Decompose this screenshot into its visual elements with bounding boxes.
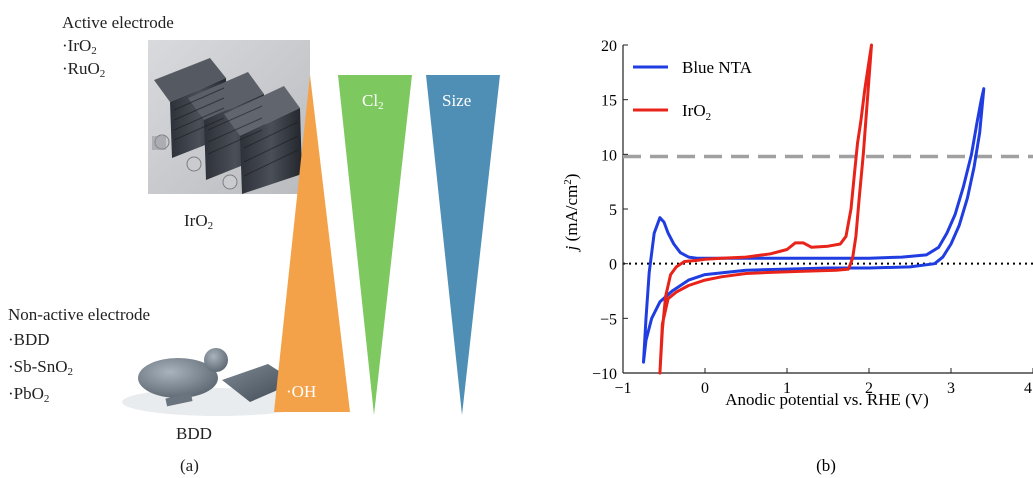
y-tick-label: 15 xyxy=(601,93,617,110)
y-tick-label: −10 xyxy=(592,366,617,383)
y-tick-label: 0 xyxy=(609,257,617,274)
y-tick-label: −5 xyxy=(600,311,617,328)
panel-b-label: (b) xyxy=(816,456,836,475)
active-electrode-title: Active electrode xyxy=(62,13,174,32)
x-tick-label: 4 xyxy=(1024,380,1032,397)
x-tick-label: 2 xyxy=(865,380,873,397)
y-axis-label: j (mA/cm2) xyxy=(562,174,581,253)
nonactive-item-bdd: ·BDD xyxy=(8,330,50,349)
x-axis-label: Anodic potential vs. RHE (V) xyxy=(725,390,929,409)
active-item-ruo2: ·RuO2 xyxy=(62,59,106,80)
panel-a-label: (a) xyxy=(180,456,199,475)
chart-legend: Blue NTA IrO2 xyxy=(633,58,753,123)
size-label: Size xyxy=(442,91,472,110)
size-triangle xyxy=(426,75,500,415)
oh-triangle xyxy=(274,75,350,412)
x-tick-label: 3 xyxy=(947,380,955,397)
nonactive-item-sb-sno2: ·Sb-SnO2 xyxy=(8,357,74,378)
y-tick-label: 20 xyxy=(601,38,617,55)
series-line-blue-nta xyxy=(642,87,986,364)
nonactive-item-pbo2: ·PbO2 xyxy=(8,384,50,405)
nonactive-electrode-title: Non-active electrode xyxy=(8,305,151,324)
legend-label-iro2: IrO2 xyxy=(682,101,711,123)
oh-label: ·OH xyxy=(286,382,317,401)
iro2-photo-caption: IrO2 xyxy=(184,211,214,232)
series-line-iro2 xyxy=(658,43,873,375)
bdd-photo-caption: BDD xyxy=(176,424,212,443)
legend-label-blue-nta: Blue NTA xyxy=(682,58,753,77)
x-tick-label: −1 xyxy=(614,380,631,397)
y-tick-label: 5 xyxy=(609,202,617,219)
cl2-label: Cl2 xyxy=(362,91,384,112)
y-tick-label: 10 xyxy=(601,147,617,164)
trend-triangles xyxy=(274,75,500,415)
cl2-triangle xyxy=(338,75,412,415)
active-item-iro2: ·IrO2 xyxy=(62,36,97,57)
iro2-electrode-photo xyxy=(148,40,310,194)
x-tick-label: 1 xyxy=(783,380,791,397)
x-tick-label: 0 xyxy=(701,380,709,397)
